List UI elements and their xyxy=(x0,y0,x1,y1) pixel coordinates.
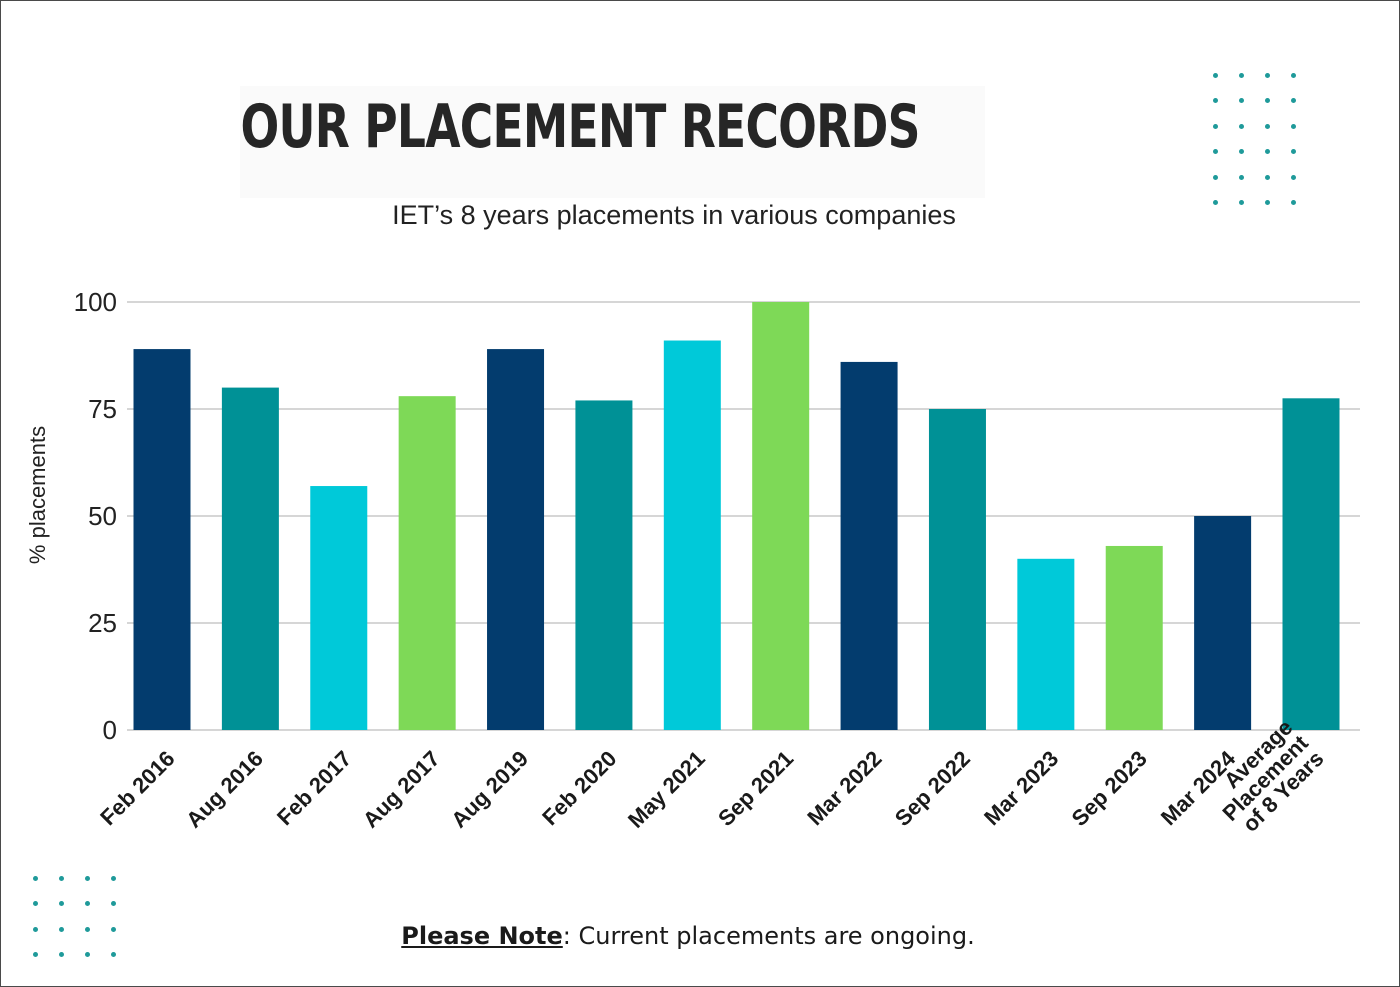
decorative-dot xyxy=(1265,174,1270,180)
bar xyxy=(928,409,986,730)
bar xyxy=(663,340,721,730)
note-text: : Current placements are ongoing. xyxy=(562,922,975,950)
decorative-dot xyxy=(1291,200,1296,205)
x-tick-label-line: Sep 2021 xyxy=(713,746,798,831)
decorative-dot xyxy=(1239,149,1244,155)
x-tick-label: Aug 2016 xyxy=(181,746,268,833)
decorative-dot xyxy=(1239,123,1244,129)
x-tick-label-line: Feb 2017 xyxy=(272,746,356,830)
decorative-dot xyxy=(1239,73,1244,78)
bar xyxy=(752,302,810,730)
x-tick-label: Feb 2017 xyxy=(272,746,356,830)
x-tick-label-line: Sep 2022 xyxy=(890,746,975,831)
x-tick-label: Aug 2017 xyxy=(358,746,445,833)
decorative-dot xyxy=(1291,174,1296,180)
x-tick-label-line: Aug 2017 xyxy=(358,746,445,833)
x-tick-label-line: Feb 2020 xyxy=(537,746,621,830)
x-tick-label: Aug 2019 xyxy=(446,746,533,833)
decorative-dot xyxy=(33,876,38,881)
x-tick-label-line: Mar 2023 xyxy=(979,746,1063,830)
bar xyxy=(221,387,279,730)
footer-note: Please Note: Current placements are ongo… xyxy=(0,922,1376,950)
x-tick-label: AveragePlacementof 8 Years xyxy=(1202,714,1329,841)
decorative-dot xyxy=(1213,200,1218,205)
decorative-dot xyxy=(111,876,116,881)
decorative-dot xyxy=(1291,149,1296,155)
title-band xyxy=(240,86,985,198)
bar xyxy=(487,349,545,730)
decorative-dot xyxy=(1239,174,1244,180)
decorative-dot xyxy=(1265,73,1270,78)
bar xyxy=(133,349,191,730)
bar xyxy=(840,361,898,730)
decorative-dot xyxy=(85,901,90,907)
y-axis-label: % placements xyxy=(25,426,50,564)
y-tick-label: 25 xyxy=(88,608,117,638)
note-label: Please Note xyxy=(401,922,563,950)
x-tick-label: Mar 2022 xyxy=(802,746,886,830)
decorative-dot xyxy=(59,901,64,907)
bar xyxy=(310,486,368,730)
bar xyxy=(575,400,633,730)
decorative-dot xyxy=(1265,200,1270,205)
decorative-dot xyxy=(59,952,64,958)
decorative-dot xyxy=(33,901,38,907)
decorative-dot xyxy=(1265,149,1270,155)
decorative-dot xyxy=(33,952,38,958)
decorative-dot xyxy=(1265,98,1270,104)
decorative-dot xyxy=(1213,149,1218,155)
decorative-dot xyxy=(1239,200,1244,205)
decorative-dot xyxy=(33,926,38,932)
x-tick-label: Mar 2023 xyxy=(979,746,1063,830)
y-tick-label: 0 xyxy=(103,715,117,745)
bar xyxy=(1194,516,1252,730)
decorative-dot xyxy=(111,926,116,932)
decorative-dot xyxy=(85,876,90,881)
decorative-dot xyxy=(1291,123,1296,129)
decorative-dot xyxy=(59,876,64,881)
decorative-dot xyxy=(1291,73,1296,78)
chart-title: OUR PLACEMENT RECORDS xyxy=(240,92,921,162)
decorative-dot xyxy=(1291,98,1296,104)
x-tick-label-line: Feb 2016 xyxy=(95,746,179,830)
decorative-dot xyxy=(1213,73,1218,78)
x-tick-label: Sep 2023 xyxy=(1067,746,1152,831)
x-tick-label: Feb 2016 xyxy=(95,746,179,830)
x-tick-label-line: Aug 2019 xyxy=(446,746,533,833)
x-tick-label: Sep 2022 xyxy=(890,746,975,831)
x-tick-label-line: Aug 2016 xyxy=(181,746,268,833)
decorative-dot xyxy=(1239,98,1244,104)
x-tick-label-line: May 2021 xyxy=(623,746,710,833)
decorative-dot xyxy=(1213,98,1218,104)
bar xyxy=(1282,398,1340,730)
x-tick-label-line: Mar 2022 xyxy=(802,746,886,830)
decorative-dot xyxy=(1213,174,1218,180)
decorative-dot xyxy=(111,952,116,958)
bar xyxy=(398,396,456,730)
y-tick-label: 50 xyxy=(88,501,117,531)
y-tick-label: 100 xyxy=(74,287,117,317)
chart-subtitle: IET’s 8 years placements in various comp… xyxy=(392,200,956,230)
x-tick-label: May 2021 xyxy=(623,746,710,833)
x-tick-label: Sep 2021 xyxy=(713,746,798,831)
decorative-dot xyxy=(1265,123,1270,129)
decorative-dot xyxy=(1213,123,1218,129)
bar xyxy=(1105,545,1163,730)
x-tick-label: Feb 2020 xyxy=(537,746,621,830)
decorative-dot xyxy=(59,926,64,932)
decorative-dot xyxy=(111,901,116,907)
decorative-dot xyxy=(85,926,90,932)
y-tick-label: 75 xyxy=(88,394,117,424)
x-tick-label-line: Sep 2023 xyxy=(1067,746,1152,831)
decorative-dot xyxy=(85,952,90,958)
bar xyxy=(1017,558,1075,730)
